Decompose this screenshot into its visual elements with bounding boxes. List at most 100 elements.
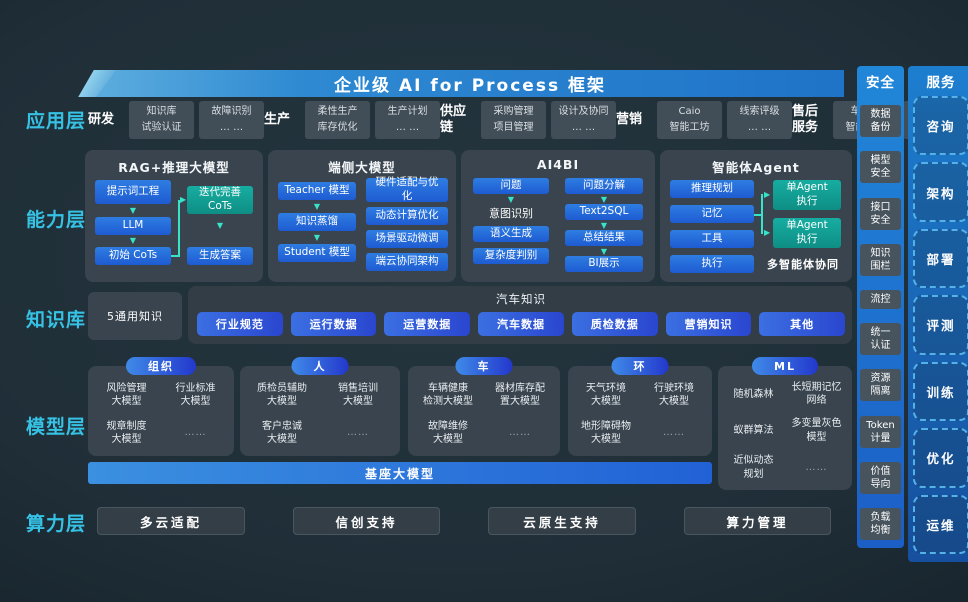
edge-feature: 场景驱动微调 bbox=[366, 230, 448, 248]
connector-line bbox=[761, 194, 763, 234]
app-group-rd: 研发 知识库 试验认证 故障识别 … … bbox=[88, 101, 264, 139]
base-model-bar: 基座大模型 bbox=[88, 462, 712, 484]
service-item: 部署 bbox=[913, 228, 968, 289]
framework-title-banner: 企业级 AI for Process 框架 bbox=[96, 70, 844, 97]
app-item-box: 知识库 试验认证 bbox=[129, 101, 194, 139]
ai4bi-summarize: 总结结果 bbox=[565, 230, 643, 246]
app-group-label: 营销 bbox=[616, 112, 643, 128]
service-item: 评测 bbox=[913, 295, 968, 355]
rag-step-answer: 生成答案 bbox=[187, 247, 253, 265]
capability-box-title: RAG+推理大模型 bbox=[118, 160, 230, 175]
model-item-ellipsis: …… bbox=[184, 427, 207, 439]
security-item: 统一 认证 bbox=[860, 323, 901, 356]
security-item: 资源 隔离 bbox=[860, 369, 901, 402]
app-group-marketing: 营销 Caio 智能工坊 线索评级 … … bbox=[616, 101, 792, 139]
security-item: Token 计量 bbox=[860, 415, 901, 448]
agent-module: 记忆 bbox=[670, 205, 754, 223]
service-item: 运维 bbox=[913, 494, 968, 554]
model-item: 多变量灰色 模型 bbox=[791, 418, 842, 443]
model-item: 长短期记忆 网络 bbox=[791, 381, 842, 407]
service-item: 优化 bbox=[913, 428, 968, 488]
app-group-label: 供应链 bbox=[440, 104, 467, 135]
security-item: 负载 均衡 bbox=[860, 507, 901, 540]
security-item: 价值 导向 bbox=[860, 461, 901, 494]
arrow-right-icon: ▶ bbox=[764, 228, 771, 237]
edge-feature: 端云协同架构 bbox=[366, 253, 448, 271]
model-item: 规章制度 大模型 bbox=[106, 420, 147, 446]
model-group-organization: 组织 风险管理 大模型 行业标准 大模型 规章制度 大模型 …… bbox=[88, 357, 234, 456]
model-item: 近似动态 规划 bbox=[733, 455, 774, 480]
app-item-box: 设计及协同 … … bbox=[551, 101, 616, 139]
arrow-down-icon: ▼ bbox=[129, 206, 137, 215]
arrow-down-icon: ▼ bbox=[313, 202, 321, 211]
app-group-label: 售后服务 bbox=[792, 104, 819, 135]
rag-step-llm: LLM bbox=[95, 217, 171, 235]
security-item: 知识 围栏 bbox=[860, 243, 901, 276]
general-knowledge-box: 5通用知识 bbox=[88, 292, 182, 340]
security-column: 安全 数据 备份 模型 安全 接口 安全 知识 围栏 流控 统一 认证 资源 隔… bbox=[857, 66, 904, 548]
app-item-box: 生产计划 … … bbox=[375, 101, 440, 139]
security-item: 模型 安全 bbox=[860, 151, 901, 184]
model-item-ellipsis: …… bbox=[509, 427, 531, 439]
arrow-down-icon: ▼ bbox=[600, 195, 608, 204]
capability-box-title: 端侧大模型 bbox=[328, 160, 396, 175]
service-column: 服务 咨询 架构 部署 评测 训练 优化 运维 bbox=[908, 66, 968, 562]
model-item: 销售培训 大模型 bbox=[338, 382, 378, 408]
model-item: 质检员辅助 大模型 bbox=[257, 382, 307, 408]
ai4bi-semantic: 语义生成 bbox=[473, 226, 549, 242]
app-item-box: 故障识别 … … bbox=[199, 101, 264, 139]
model-item: 地形障碍物 大模型 bbox=[581, 420, 631, 446]
model-group-ml: ML 随机森林 长短期记忆 网络 蚁群算法 多变量灰色 模型 近似动态 规划 …… bbox=[718, 357, 852, 490]
compute-box: 多云适配 bbox=[97, 507, 245, 535]
security-item: 接口 安全 bbox=[860, 197, 901, 230]
arrow-down-icon: ▼ bbox=[507, 195, 515, 204]
knowledge-pill: 汽车数据 bbox=[478, 312, 564, 336]
layer-label-capability: 能力层 bbox=[26, 209, 87, 231]
app-item-box: 采购管理 项目管理 bbox=[481, 101, 546, 139]
model-item: 车辆健康 检测大模型 bbox=[423, 382, 473, 408]
app-group-production: 生产 柔性生产 库存优化 生产计划 … … bbox=[264, 101, 440, 139]
connector-line bbox=[171, 255, 179, 257]
knowledge-pill: 行业规范 bbox=[197, 312, 283, 336]
ai4bi-display: BI展示 bbox=[565, 256, 643, 272]
model-group-environment: 环 天气环境 大模型 行驶环境 大模型 地形障碍物 大模型 …… bbox=[568, 357, 712, 456]
agent-executor: 单Agent 执行 bbox=[773, 180, 841, 210]
model-group-pill: 人 bbox=[291, 357, 349, 375]
capability-box-ai4bi: AI4BI 问题 ▼ 意图识别 语义生成 复杂度判别 问题分解 ▼ Text2S… bbox=[461, 150, 655, 282]
agent-executor: 单Agent 执行 bbox=[773, 218, 841, 248]
arrow-down-icon: ▼ bbox=[216, 221, 224, 230]
ai4bi-decompose: 问题分解 bbox=[565, 178, 643, 194]
model-item-ellipsis: …… bbox=[347, 427, 369, 439]
knowledge-pill: 运营数据 bbox=[384, 312, 471, 336]
rag-step-init-cots: 初始 CoTs bbox=[95, 247, 171, 265]
model-item: 行业标准 大模型 bbox=[175, 382, 216, 408]
model-group-vehicle: 车 车辆健康 检测大模型 器材库存配 置大模型 故障维修 大模型 …… bbox=[408, 357, 560, 456]
app-item-box: 柔性生产 库存优化 bbox=[305, 101, 370, 139]
agent-module: 工具 bbox=[670, 230, 754, 248]
knowledge-pill: 其他 bbox=[759, 312, 846, 336]
arrow-down-icon: ▼ bbox=[600, 221, 608, 230]
edge-step-teacher: Teacher 模型 bbox=[278, 182, 356, 200]
app-group-supply-chain: 供应链 采购管理 项目管理 设计及协同 … … bbox=[440, 101, 616, 139]
layer-label-model: 模型层 bbox=[26, 416, 87, 438]
ai4bi-intent: 意图识别 bbox=[489, 207, 533, 220]
security-item: 流控 bbox=[860, 289, 901, 309]
knowledge-pill-row: 行业规范 运行数据 运营数据 汽车数据 质检数据 营销知识 其他 bbox=[197, 312, 846, 336]
agent-module: 执行 bbox=[670, 255, 754, 273]
app-item-box: 线索评级 … … bbox=[727, 101, 792, 139]
capability-box-rag: RAG+推理大模型 提示词工程 ▼ LLM ▼ 初始 CoTs 迭代完善 CoT… bbox=[85, 150, 263, 282]
framework-title: 企业级 AI for Process 框架 bbox=[334, 76, 606, 96]
service-item: 咨询 bbox=[913, 96, 968, 156]
app-item-box: Caio 智能工坊 bbox=[657, 101, 722, 139]
model-item-ellipsis: …… bbox=[663, 427, 685, 439]
model-group-people: 人 质检员辅助 大模型 销售培训 大模型 客户忠诚 大模型 …… bbox=[240, 357, 400, 456]
model-item: 客户忠诚 大模型 bbox=[262, 420, 302, 446]
compute-box: 云原生支持 bbox=[488, 507, 636, 535]
model-item: 天气环境 大模型 bbox=[586, 382, 626, 408]
model-item: 风险管理 大模型 bbox=[106, 382, 147, 408]
model-item: 故障维修 大模型 bbox=[428, 420, 468, 446]
agent-caption: 多智能体协同 bbox=[767, 258, 839, 271]
model-item: 器材库存配 置大模型 bbox=[495, 382, 545, 408]
arrow-down-icon: ▼ bbox=[600, 247, 608, 256]
arrow-down-icon: ▼ bbox=[313, 233, 321, 242]
